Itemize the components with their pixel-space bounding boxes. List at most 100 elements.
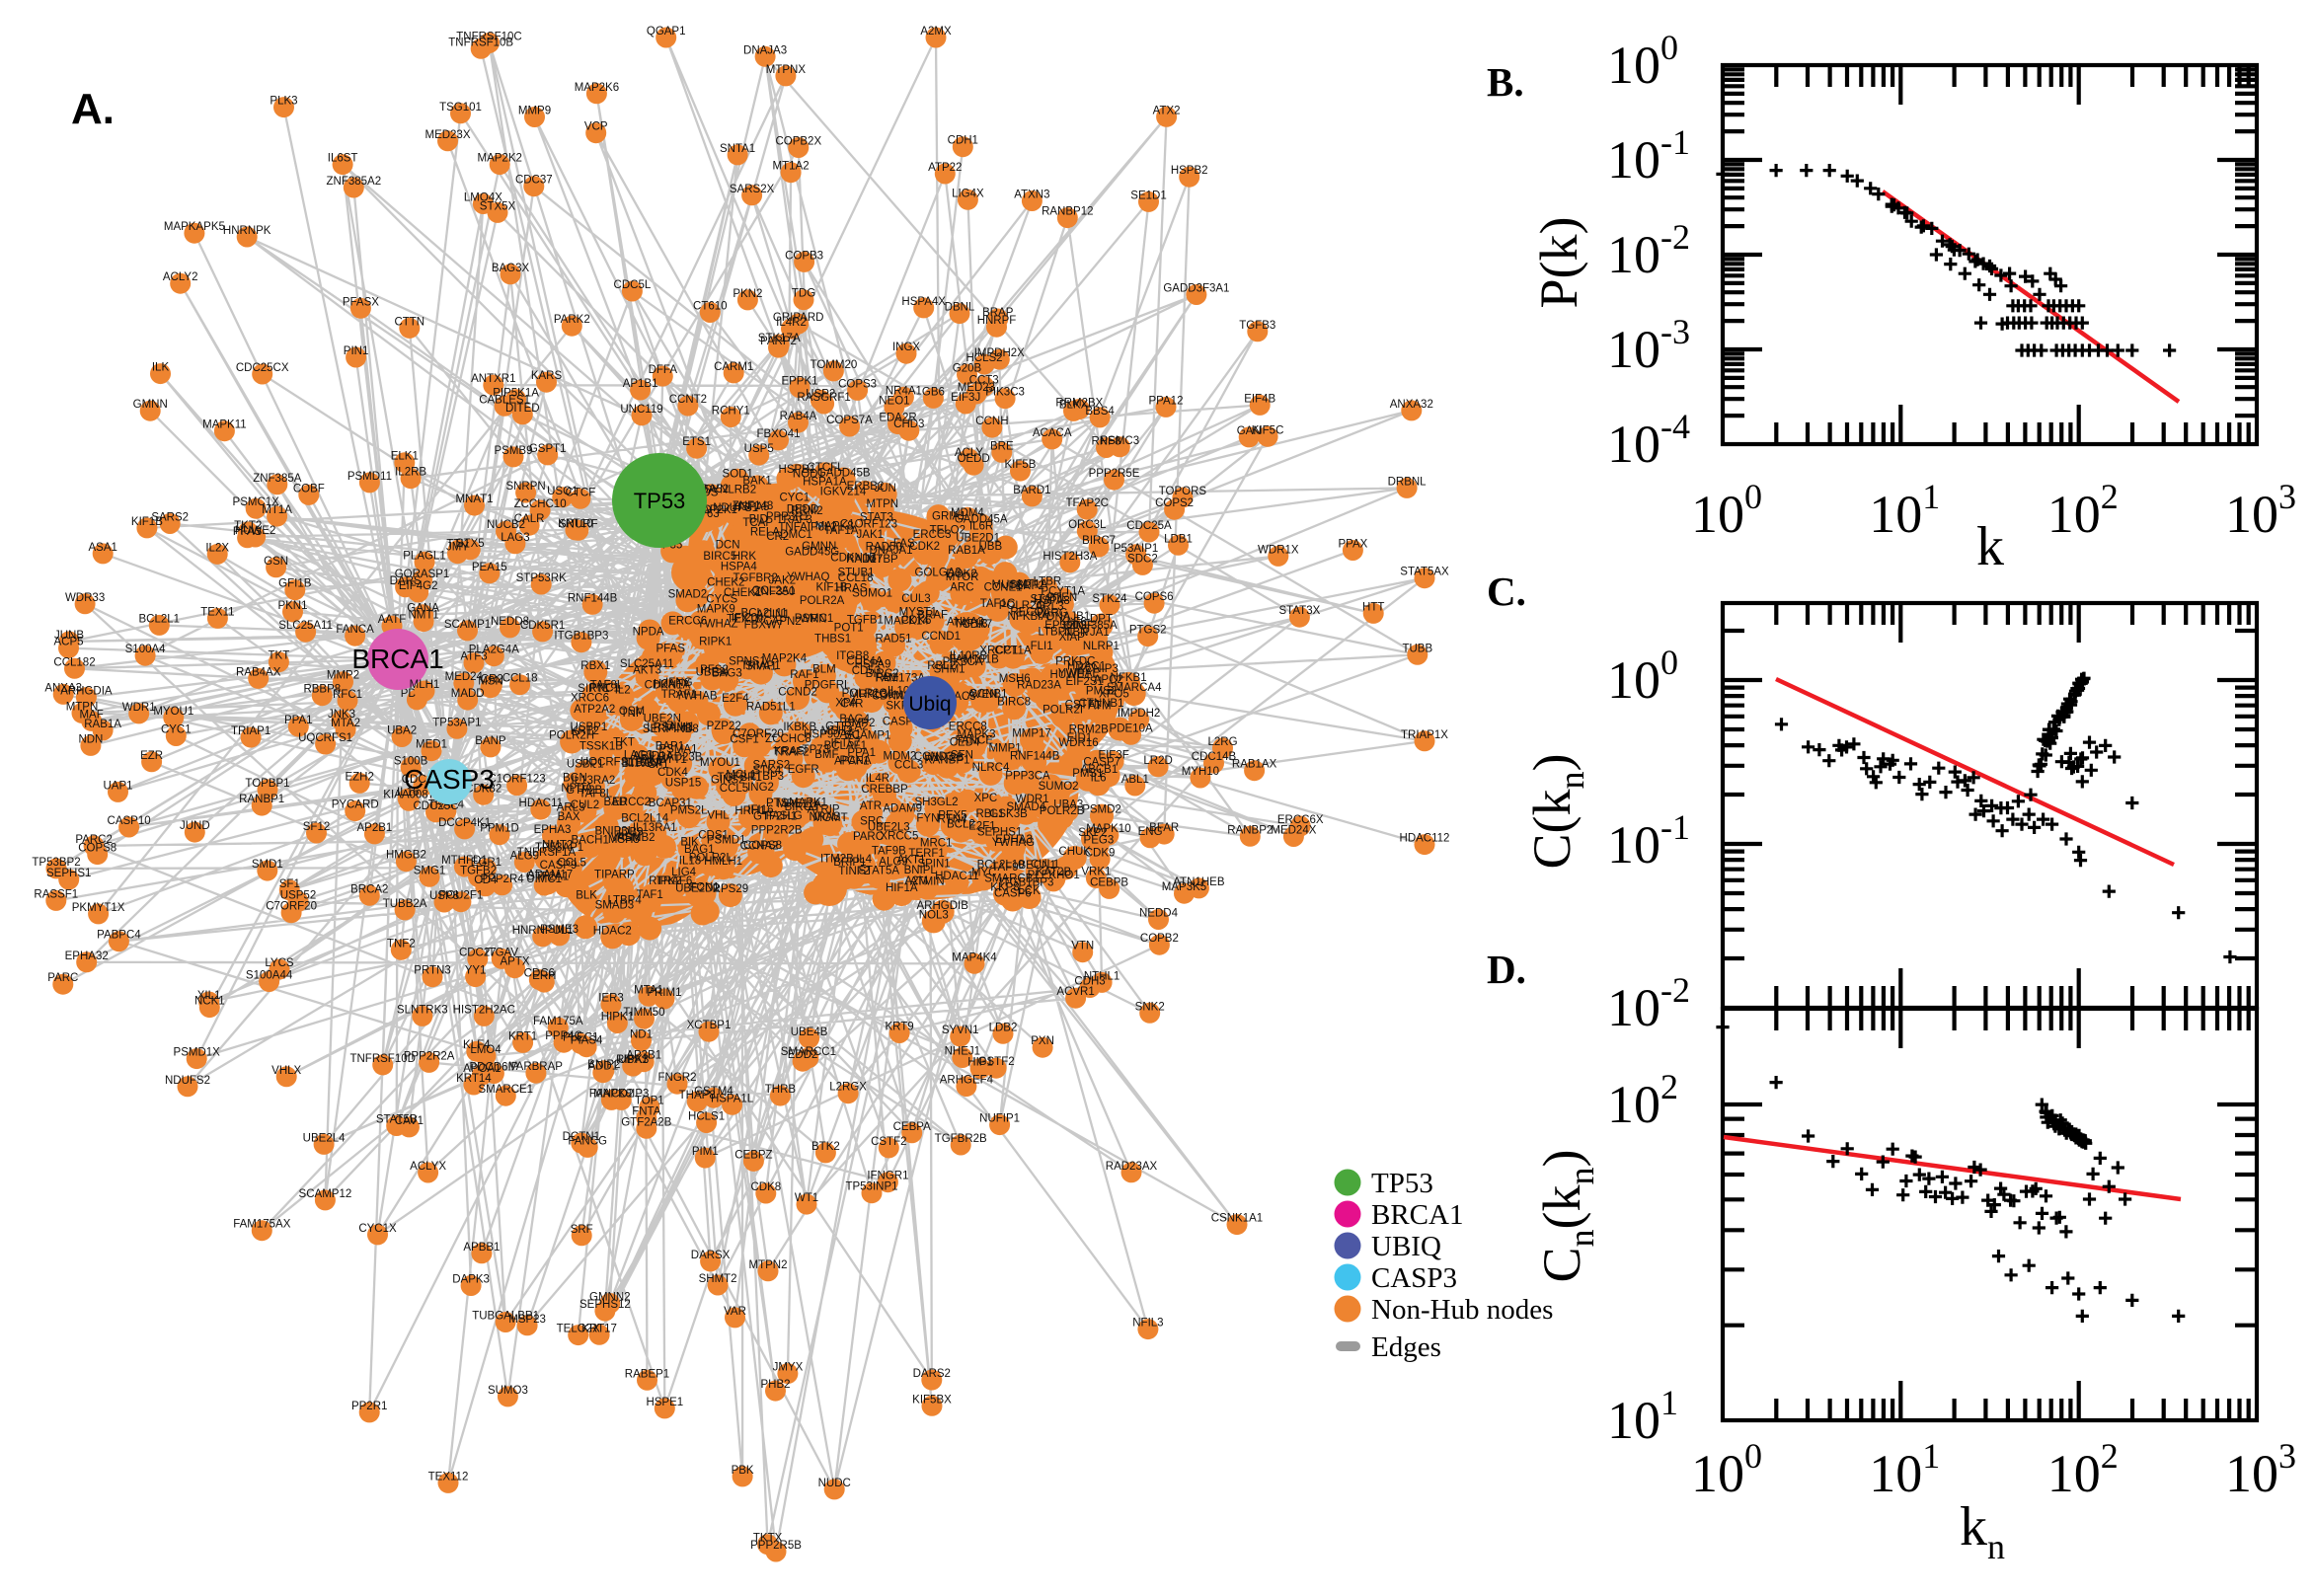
svg-text:STK4: STK4 bbox=[753, 765, 782, 777]
svg-text:RBL2: RBL2 bbox=[927, 660, 956, 672]
svg-text:APOA1: APOA1 bbox=[463, 1063, 501, 1075]
svg-text:COL2A1: COL2A1 bbox=[752, 585, 796, 597]
svg-text:YWHAE: YWHAE bbox=[1058, 668, 1101, 680]
svg-text:MAPK8: MAPK8 bbox=[815, 520, 854, 532]
svg-text:CSNK1A1: CSNK1A1 bbox=[1211, 1213, 1263, 1225]
svg-text:MYST1: MYST1 bbox=[899, 607, 937, 619]
svg-text:BAP1: BAP1 bbox=[656, 740, 684, 752]
svg-text:IL2X: IL2X bbox=[205, 542, 229, 554]
svg-text:BMF: BMF bbox=[814, 749, 838, 761]
svg-text:WNT2B: WNT2B bbox=[924, 752, 965, 764]
svg-text:RASGRF1: RASGRF1 bbox=[797, 392, 850, 404]
svg-text:FANCA: FANCA bbox=[336, 624, 374, 636]
svg-text:MYOU1: MYOU1 bbox=[153, 706, 193, 718]
svg-text:TCAP: TCAP bbox=[742, 517, 773, 529]
svg-text:BRAP: BRAP bbox=[982, 307, 1014, 319]
svg-text:S100A4: S100A4 bbox=[125, 644, 167, 655]
svg-text:USBP1: USBP1 bbox=[571, 722, 608, 733]
svg-text:RFC1: RFC1 bbox=[333, 689, 362, 701]
svg-text:TGFB3: TGFB3 bbox=[1239, 320, 1275, 332]
svg-text:ACACA: ACACA bbox=[1033, 427, 1072, 439]
svg-text:GMNN2: GMNN2 bbox=[589, 1292, 631, 1304]
svg-text:CREBBP: CREBBP bbox=[861, 784, 908, 796]
svg-text:DAPK3: DAPK3 bbox=[452, 1274, 490, 1286]
svg-text:GFI1B: GFI1B bbox=[278, 578, 312, 590]
svg-text:PARK2: PARK2 bbox=[554, 314, 590, 326]
svg-text:IL6R: IL6R bbox=[969, 521, 993, 533]
svg-text:SLC25A11: SLC25A11 bbox=[278, 620, 333, 632]
svg-text:STP53RK: STP53RK bbox=[516, 572, 567, 584]
svg-text:FBXO41: FBXO41 bbox=[756, 428, 800, 440]
svg-text:POLR2B: POLR2B bbox=[1040, 805, 1085, 817]
svg-text:KLF4: KLF4 bbox=[463, 1039, 491, 1051]
svg-text:AKT1: AKT1 bbox=[897, 855, 926, 867]
svg-text:SHMT2: SHMT2 bbox=[699, 1273, 737, 1285]
svg-text:HSPB2: HSPB2 bbox=[1171, 165, 1208, 177]
svg-text:ZCCHC8: ZCCHC8 bbox=[765, 733, 811, 745]
svg-text:HTT: HTT bbox=[1362, 601, 1384, 613]
svg-text:A.: A. bbox=[71, 85, 115, 133]
svg-text:ARHGEF4: ARHGEF4 bbox=[940, 1075, 994, 1087]
svg-text:TGFBR1: TGFBR1 bbox=[718, 772, 762, 784]
svg-text:BAG3X: BAG3X bbox=[492, 263, 530, 274]
svg-text:EID1: EID1 bbox=[1067, 732, 1093, 744]
svg-text:STAT3X: STAT3X bbox=[1279, 605, 1321, 617]
svg-text:EIF3J: EIF3J bbox=[951, 392, 980, 404]
svg-text:XPA: XPA bbox=[835, 698, 857, 710]
svg-text:HNRNPK: HNRNPK bbox=[223, 225, 271, 237]
svg-text:XRCC5: XRCC5 bbox=[880, 831, 918, 843]
svg-text:C7ORF20: C7ORF20 bbox=[266, 901, 317, 913]
svg-text:LIG4X: LIG4X bbox=[952, 188, 984, 199]
svg-text:MNAT1: MNAT1 bbox=[455, 494, 493, 505]
svg-text:SUMO1: SUMO1 bbox=[852, 588, 892, 600]
svg-text:RAB1A: RAB1A bbox=[84, 719, 121, 730]
svg-text:BBS4: BBS4 bbox=[1085, 406, 1115, 418]
svg-text:SHM1: SHM1 bbox=[934, 663, 965, 675]
svg-text:MTPNX: MTPNX bbox=[766, 64, 807, 76]
svg-text:SMD1: SMD1 bbox=[252, 859, 283, 871]
svg-text:JAK2: JAK2 bbox=[769, 574, 797, 586]
svg-text:YY1: YY1 bbox=[465, 965, 487, 977]
svg-text:PSMD11: PSMD11 bbox=[347, 471, 392, 483]
svg-text:FANCE: FANCE bbox=[956, 734, 994, 746]
svg-text:ERBB2: ERBB2 bbox=[847, 481, 885, 493]
svg-text:SMAD2: SMAD2 bbox=[668, 588, 708, 600]
svg-text:CD4: CD4 bbox=[474, 874, 498, 886]
svg-text:GSTM4: GSTM4 bbox=[694, 1086, 733, 1098]
svg-text:HSPA1L: HSPA1L bbox=[711, 1093, 754, 1104]
svg-text:MADD: MADD bbox=[451, 688, 485, 700]
svg-text:SEPHS12: SEPHS12 bbox=[579, 1299, 631, 1311]
svg-text:PPP2R2A: PPP2R2A bbox=[404, 1050, 455, 1062]
svg-text:IL4R: IL4R bbox=[866, 773, 889, 785]
svg-text:AP2B1: AP2B1 bbox=[356, 822, 392, 834]
svg-text:HSP90AA1: HSP90AA1 bbox=[804, 728, 861, 740]
svg-text:RRM2B: RRM2B bbox=[1069, 723, 1110, 735]
svg-text:LDB1: LDB1 bbox=[1164, 533, 1193, 545]
svg-text:L2RG: L2RG bbox=[1207, 736, 1237, 748]
svg-text:NEO1: NEO1 bbox=[879, 395, 909, 407]
svg-text:XRCC6: XRCC6 bbox=[571, 693, 609, 705]
svg-text:CASP6: CASP6 bbox=[994, 888, 1032, 900]
svg-text:BIRC2: BIRC2 bbox=[866, 668, 899, 680]
svg-text:CDK4: CDK4 bbox=[657, 767, 688, 779]
svg-text:TOPBP1: TOPBP1 bbox=[245, 778, 289, 790]
svg-text:CCND2: CCND2 bbox=[778, 686, 817, 698]
svg-text:PYCARD: PYCARD bbox=[332, 799, 379, 811]
svg-text:USBP1: USBP1 bbox=[567, 759, 604, 771]
svg-text:UBB: UBB bbox=[978, 541, 1002, 553]
svg-text:MSH2: MSH2 bbox=[821, 725, 853, 737]
svg-text:EP300: EP300 bbox=[1044, 620, 1079, 632]
svg-text:MDM4: MDM4 bbox=[951, 507, 984, 519]
svg-text:AVEN: AVEN bbox=[967, 689, 997, 701]
svg-text:KIF5BX: KIF5BX bbox=[912, 1394, 952, 1406]
svg-text:TAF8L: TAF8L bbox=[590, 679, 624, 691]
svg-text:MYC: MYC bbox=[971, 867, 997, 878]
svg-text:HIST2H2AC: HIST2H2AC bbox=[453, 1004, 515, 1016]
svg-text:COPS6: COPS6 bbox=[1135, 591, 1174, 603]
svg-text:POLR2H: POLR2H bbox=[549, 730, 594, 742]
svg-text:NRAS: NRAS bbox=[810, 811, 841, 823]
svg-text:BANP: BANP bbox=[635, 757, 666, 769]
svg-text:ADD1: ADD1 bbox=[587, 1061, 618, 1073]
svg-text:PARC: PARC bbox=[853, 831, 884, 843]
svg-text:LTBP1: LTBP1 bbox=[1038, 627, 1071, 639]
